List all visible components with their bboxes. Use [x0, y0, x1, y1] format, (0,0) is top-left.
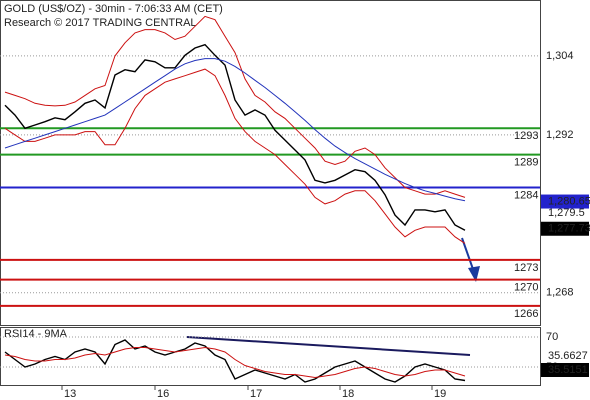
level-label: 1284: [514, 189, 538, 201]
price-tag: 1,279.5: [548, 207, 585, 219]
level-label: 1289: [514, 157, 538, 169]
rsi-trendline: [186, 336, 471, 356]
series-line: [4, 58, 466, 202]
y-tick-label: 1,292: [546, 129, 574, 141]
level-label: 1273: [514, 262, 538, 274]
level-label: 1266: [514, 308, 538, 320]
x-tick-label: 16: [157, 388, 169, 400]
level-label: 1293: [514, 130, 538, 142]
y-tick-label: 1,268: [546, 287, 574, 299]
x-tick-label: 19: [434, 388, 446, 400]
x-tick-label: 17: [250, 388, 262, 400]
price-tag-box: [541, 194, 589, 209]
y-tick-label: 1,304: [546, 50, 574, 62]
price-tag: 1,277.73: [548, 223, 590, 235]
rsi-frame: [0, 327, 541, 386]
price-tag-box: [541, 221, 589, 236]
price-tag: 35.6627: [548, 350, 588, 362]
chart-subtitle: Research © 2017 TRADING CENTRAL: [4, 17, 197, 29]
main-frame: [0, 0, 541, 326]
series-line: [4, 339, 466, 383]
series-line: [4, 68, 466, 244]
level-label: 1270: [514, 282, 538, 294]
price-tag: 1,280.65: [548, 195, 590, 207]
series-line: [4, 43, 466, 231]
rsi-title: RSI14 - 9MA: [4, 328, 68, 340]
forecast-arrowhead: [468, 266, 480, 282]
y-tick-label: 70: [546, 331, 558, 343]
x-tick-label: 18: [342, 388, 354, 400]
series-line: [4, 346, 466, 379]
price-tag-box: [541, 363, 589, 377]
x-tick-label: 13: [64, 388, 76, 400]
forecast-arrow: [461, 237, 475, 273]
series-line: [4, 15, 466, 198]
chart-title: GOLD (US$/OZ) - 30min - 7:06:33 AM (CET): [4, 3, 223, 15]
price-tag: 35.5151: [548, 364, 588, 376]
